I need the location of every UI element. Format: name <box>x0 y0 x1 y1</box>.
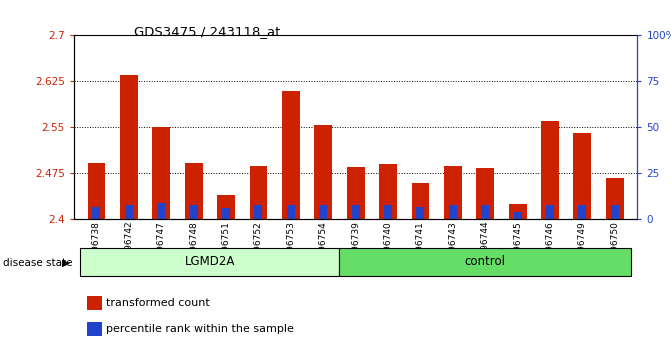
Bar <box>93 207 101 219</box>
Bar <box>384 205 392 219</box>
Bar <box>347 167 364 219</box>
Bar <box>444 166 462 219</box>
Bar <box>513 212 521 219</box>
Bar <box>152 127 170 219</box>
Bar <box>190 205 198 219</box>
Text: transformed count: transformed count <box>106 298 210 308</box>
Text: disease state: disease state <box>3 258 73 268</box>
Bar <box>125 205 133 219</box>
Bar <box>352 205 360 219</box>
Bar <box>81 248 340 276</box>
Bar <box>411 183 429 219</box>
Bar <box>222 209 230 219</box>
Bar <box>250 166 267 219</box>
Bar <box>379 164 397 219</box>
Bar <box>449 205 457 219</box>
Text: GDS3475 / 243118_at: GDS3475 / 243118_at <box>134 25 280 38</box>
Text: percentile rank within the sample: percentile rank within the sample <box>106 324 294 334</box>
Text: ▶: ▶ <box>62 258 70 268</box>
Bar <box>417 207 425 219</box>
Bar <box>282 91 300 219</box>
Bar <box>578 205 586 219</box>
Bar <box>340 248 631 276</box>
Bar <box>88 163 105 219</box>
Bar <box>481 205 489 219</box>
Bar <box>541 121 559 219</box>
Bar <box>509 204 527 219</box>
Bar <box>606 178 623 219</box>
Bar <box>611 205 619 219</box>
Bar <box>254 205 262 219</box>
Bar <box>287 205 295 219</box>
Bar <box>120 75 138 219</box>
Bar <box>546 205 554 219</box>
Bar <box>476 168 494 219</box>
Text: LGMD2A: LGMD2A <box>185 255 235 268</box>
Bar <box>574 133 591 219</box>
Bar <box>217 195 235 219</box>
Bar <box>314 125 332 219</box>
Bar <box>157 203 165 219</box>
Text: control: control <box>465 255 506 268</box>
Bar <box>319 205 327 219</box>
Bar <box>185 163 203 219</box>
